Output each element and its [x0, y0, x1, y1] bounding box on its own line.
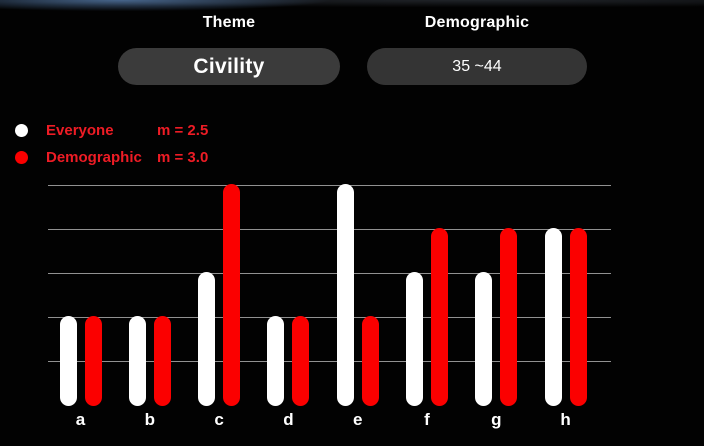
category-label-g: g [491, 410, 502, 429]
everyone-mean: m = 2.5 [157, 122, 209, 139]
demographic-selector[interactable]: 35 ~44 [367, 48, 587, 85]
bar-everyone-a [59, 316, 77, 406]
theme-label: Theme [202, 14, 256, 31]
bar-demographic-f [431, 228, 448, 406]
legend-row-everyone: Everyone m = 2.5 [15, 117, 208, 144]
legend-row-demographic: Demographic m = 3.0 [15, 144, 208, 171]
theme-selector-value: Civility [193, 54, 265, 78]
gridline-3 [48, 273, 611, 274]
category-label-c: c [214, 410, 224, 429]
bar-demographic-d [292, 316, 310, 406]
demographic-swatch-icon [15, 151, 28, 164]
theme-selector[interactable]: Civility [118, 48, 340, 85]
bar-everyone-f [406, 272, 423, 406]
top-edge-glow [0, 0, 704, 22]
bar-demographic-g [500, 228, 518, 406]
bar-demographic-b [153, 316, 171, 406]
gridline-1 [48, 361, 611, 362]
category-label-h: h [560, 410, 571, 429]
bar-demographic-c [223, 184, 241, 406]
bar-chart: a b c d e f g h [48, 142, 611, 429]
bar-demographic-a [84, 316, 102, 406]
bar-everyone-b [128, 316, 146, 406]
everyone-swatch-icon [15, 124, 28, 137]
category-label-a: a [75, 410, 86, 429]
bar-everyone-e [336, 184, 354, 406]
category-label-f: f [424, 410, 430, 429]
bar-everyone-c [198, 272, 216, 406]
bar-everyone-h [544, 228, 562, 406]
bar-demographic-h [569, 228, 587, 406]
bar-everyone-d [267, 316, 285, 406]
category-label-b: b [144, 410, 155, 429]
bar-demographic-e [361, 316, 379, 406]
demographic-legend-label: Demographic [46, 149, 142, 166]
demographic-label: Demographic [424, 14, 530, 31]
category-label-d: d [283, 410, 294, 429]
bar-everyone-g [475, 272, 493, 406]
gridline-5 [48, 185, 611, 186]
everyone-label: Everyone [46, 122, 114, 139]
gridline-2 [48, 317, 611, 318]
gridline-4 [48, 229, 611, 230]
category-label-e: e [352, 410, 363, 429]
legend: Everyone m = 2.5 Demographic m = 3.0 [15, 117, 208, 171]
demographic-selector-value: 35 ~44 [452, 57, 502, 75]
demographic-mean: m = 3.0 [157, 149, 209, 166]
